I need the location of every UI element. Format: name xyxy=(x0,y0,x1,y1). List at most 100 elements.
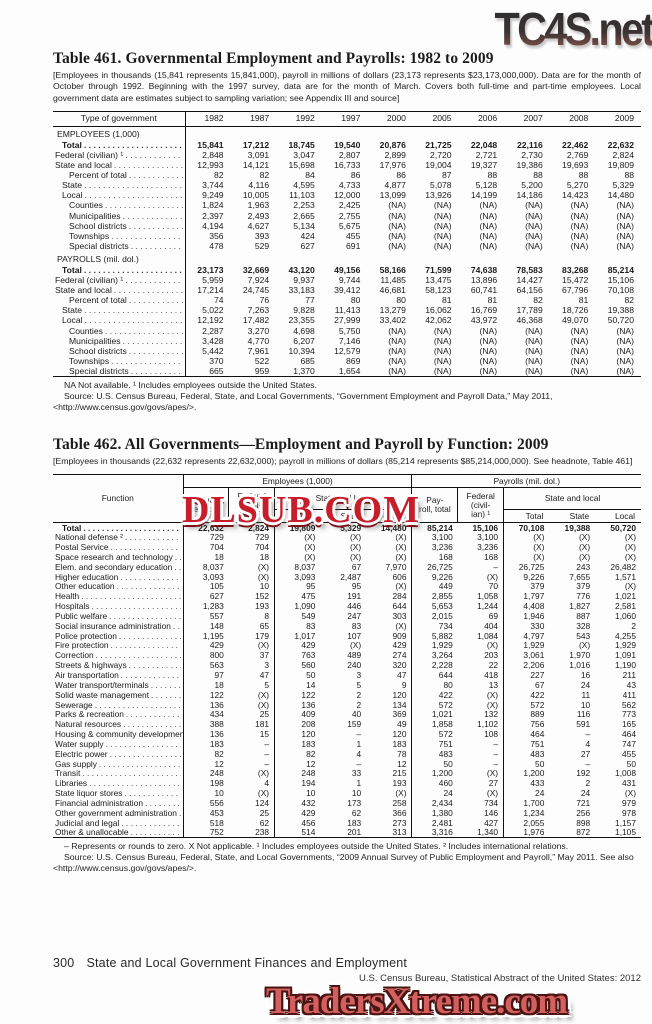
row-label-wrap: School districts xyxy=(53,346,184,356)
cell-value: 83 xyxy=(306,621,316,631)
cell-value: 19,388 xyxy=(607,305,634,316)
cell-value: (X) xyxy=(366,621,413,632)
dot-leader xyxy=(83,524,180,533)
cell-value: 105 xyxy=(209,581,224,592)
row-label: State xyxy=(53,305,186,316)
cell-value: 62 xyxy=(351,808,362,818)
cell-value: 1,929 xyxy=(615,640,636,651)
row-label-text: Space research and technology xyxy=(55,552,173,562)
cell-value: 24 xyxy=(580,680,591,690)
cell-value: 370 xyxy=(209,356,224,366)
cell-value: 460 xyxy=(438,778,453,789)
dot-leader xyxy=(111,357,182,366)
cell-value: 15,106 xyxy=(457,522,505,533)
row-label-wrap: State xyxy=(53,306,184,315)
employees-total-header: Employ- ees, total xyxy=(188,495,223,515)
cell-value: (NA) xyxy=(479,325,498,336)
cell-value: 27 xyxy=(580,749,591,759)
cell-value: 627 xyxy=(209,591,224,602)
cell-value: 2,015 xyxy=(431,611,453,621)
cell-value: 10,394 xyxy=(288,346,315,356)
cell-value: 19,809 xyxy=(607,160,634,171)
row-label-text: Hospitals xyxy=(55,601,90,612)
row-label: Percent of total xyxy=(53,170,186,181)
cell-value: 4,797 xyxy=(523,631,545,641)
cell-value: 37 xyxy=(228,650,276,661)
table-row: School districts 5,442 7,961 10,394 12,579 (N… xyxy=(53,346,641,357)
cell-value: 7,146 xyxy=(338,336,361,346)
cell-value: 4,877 xyxy=(384,180,406,191)
cell-value: 729 xyxy=(228,532,276,543)
year-header: 1982 xyxy=(204,113,224,124)
table-row: Municipalities 2,397 2,493 2,665 2,755 (NA) (N… xyxy=(53,211,641,222)
cell-value: 691 xyxy=(346,241,361,251)
cell-value: 776 xyxy=(576,591,591,602)
cell-value: 514 xyxy=(301,827,316,838)
row-label: Financial administration xyxy=(53,798,184,809)
cell-value: 5,270 xyxy=(566,180,589,191)
cell-value: 148 xyxy=(209,621,224,631)
cell-value: (NA) xyxy=(433,231,452,241)
cell-value: 136 xyxy=(209,729,224,740)
cell-value: 194 xyxy=(301,778,316,789)
page-number-line: 300 State and Local Government Finances a… xyxy=(53,956,641,970)
table-row: Social insurance administration 148 65 83 83… xyxy=(53,621,641,632)
cell-value: 2,899 xyxy=(384,150,406,161)
cell-value: (X) xyxy=(228,788,276,799)
cell-value: 1,824 xyxy=(202,200,224,211)
cell-value: 1,021 xyxy=(431,709,453,720)
cell-value: (NA) xyxy=(570,346,589,356)
cell-value: 43 xyxy=(626,680,636,690)
cell-value: (X) xyxy=(457,640,505,651)
cell-value: 95 xyxy=(306,581,316,592)
year-header: 2006 xyxy=(478,113,498,124)
row-label-text: Solid waste management xyxy=(55,690,150,700)
table-461-footnote: NA Not available. ¹ Includes employees o… xyxy=(64,379,318,390)
dot-leader xyxy=(114,161,183,170)
dot-leader xyxy=(131,367,183,376)
cell-value: 2 xyxy=(585,778,591,789)
cell-value: 5,078 xyxy=(430,180,452,191)
cell-value: 16,733 xyxy=(334,160,361,171)
dot-leader xyxy=(84,306,182,315)
cell-value: 12 xyxy=(214,759,224,769)
row-label: State and local xyxy=(53,285,186,296)
cell-value: 1,091 xyxy=(615,650,636,661)
cell-value: 258 xyxy=(366,798,413,809)
cell-value: 591 xyxy=(576,719,591,730)
cell-value: 562 xyxy=(622,699,636,710)
dot-leader xyxy=(110,750,181,759)
cell-value: 256 xyxy=(576,808,591,818)
payrolls-federal-header: Federal (civil- ian) ¹ xyxy=(457,487,504,523)
cell-value: 215 xyxy=(366,768,413,779)
cell-value: 433 xyxy=(530,778,545,789)
cell-value: (NA) xyxy=(388,211,406,221)
table-row: Townships 370 522 685 869 (NA) (NA) (NA) (NA) (NA… xyxy=(53,356,641,367)
cell-value: (NA) xyxy=(616,336,634,346)
cell-value: (X) xyxy=(457,572,505,582)
row-label-text: Percent of total xyxy=(69,170,127,181)
cell-value: 4 xyxy=(228,778,276,789)
row-label-wrap: Total xyxy=(53,265,184,275)
cell-value: 5,442 xyxy=(202,346,224,356)
cell-value: 46,681 xyxy=(379,285,406,296)
cell-value: 898 xyxy=(576,818,591,828)
cell-value: (X) xyxy=(350,640,362,651)
cell-value: 248 xyxy=(301,768,316,779)
cell-value: (NA) xyxy=(570,325,589,336)
row-label-wrap: Hospitals xyxy=(53,601,182,612)
cell-value: 560 xyxy=(301,660,316,671)
cell-value: 50,720 xyxy=(607,315,634,326)
year-header: 2005 xyxy=(432,113,452,124)
row-label: Housing & community development xyxy=(53,729,184,740)
cell-value: 32,669 xyxy=(242,265,270,275)
cell-value: 82 xyxy=(214,170,224,181)
row-label-wrap: Judicial and legal xyxy=(53,818,182,828)
row-label-wrap: Federal (civilian) ¹ xyxy=(53,150,184,160)
row-label-text: PAYROLLS (mil. dol.) xyxy=(57,254,139,265)
cell-value: 16,769 xyxy=(470,305,498,316)
table-row: Counties 2,287 3,270 4,698 5,750 (NA) (NA) (NA)… xyxy=(53,325,641,337)
cell-value: 50 xyxy=(443,759,453,769)
cell-value: 1 xyxy=(356,739,362,749)
table-row: Space research and technology 18 18 (X) (X) (… xyxy=(53,552,641,563)
